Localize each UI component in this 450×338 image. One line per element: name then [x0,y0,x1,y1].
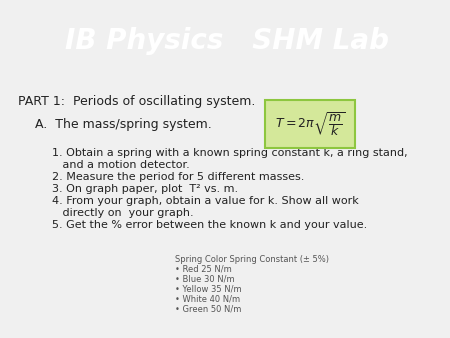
Text: 3. On graph paper, plot  T² vs. m.: 3. On graph paper, plot T² vs. m. [52,184,238,194]
Text: • Red 25 N/m: • Red 25 N/m [175,265,232,274]
Text: IB Physics   SHM Lab: IB Physics SHM Lab [65,27,389,54]
Text: PART 1:  Periods of oscillating system.: PART 1: Periods of oscillating system. [18,95,256,108]
Text: and a motion detector.: and a motion detector. [52,160,190,170]
Text: 1. Obtain a spring with a known spring constant k, a ring stand,: 1. Obtain a spring with a known spring c… [52,148,408,158]
Text: • Yellow 35 N/m: • Yellow 35 N/m [175,285,242,294]
Text: 2. Measure the period for 5 different masses.: 2. Measure the period for 5 different ma… [52,172,304,182]
Text: • White 40 N/m: • White 40 N/m [175,295,240,304]
FancyBboxPatch shape [265,100,355,148]
Text: • Blue 30 N/m: • Blue 30 N/m [175,275,234,284]
Text: A.  The mass/spring system.: A. The mass/spring system. [35,118,212,131]
Text: Spring Color Spring Constant (± 5%): Spring Color Spring Constant (± 5%) [175,255,329,264]
Text: directly on  your graph.: directly on your graph. [52,208,194,218]
Text: $T = 2\pi\sqrt{\dfrac{m}{k}}$: $T = 2\pi\sqrt{\dfrac{m}{k}}$ [275,110,345,138]
Text: 5. Get the % error between the known k and your value.: 5. Get the % error between the known k a… [52,220,367,230]
Text: • Green 50 N/m: • Green 50 N/m [175,305,241,314]
Text: 4. From your graph, obtain a value for k. Show all work: 4. From your graph, obtain a value for k… [52,196,359,206]
